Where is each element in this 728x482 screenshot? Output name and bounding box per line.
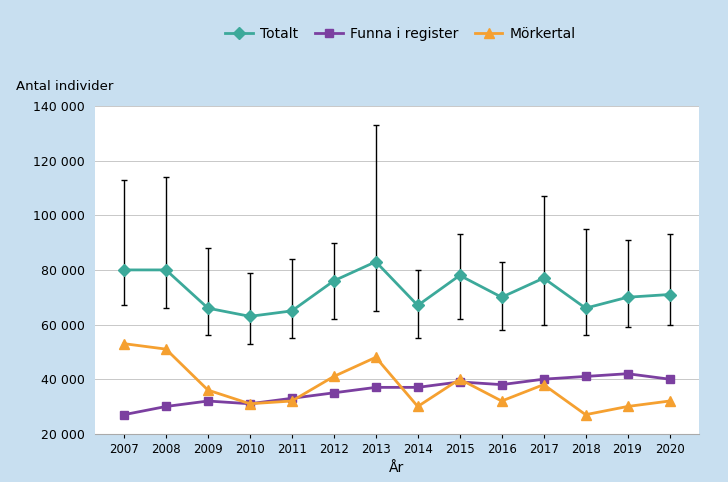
Legend: Totalt, Funna i register, Mörkertal: Totalt, Funna i register, Mörkertal: [220, 21, 581, 47]
Text: Antal individer: Antal individer: [16, 80, 114, 93]
X-axis label: År: År: [389, 461, 404, 475]
